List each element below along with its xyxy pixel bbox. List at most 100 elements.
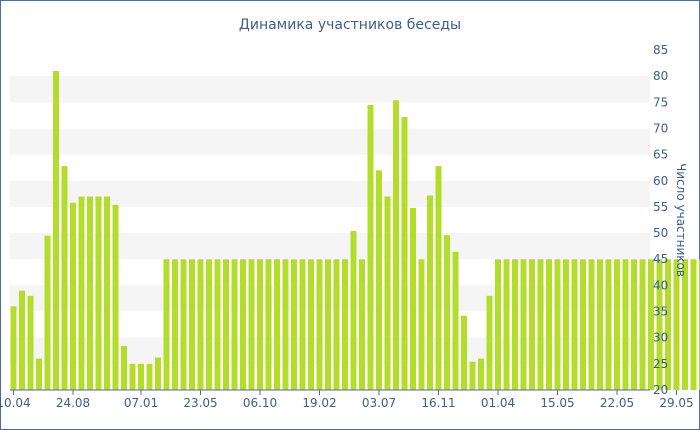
bar [197,259,204,390]
bar [206,259,212,390]
bar [78,196,85,390]
bar [554,259,561,390]
bars [10,70,700,391]
bar [214,259,221,390]
y-tick-label: 80 [653,69,668,83]
x-tick-label: 16.11 [421,396,455,410]
bar [435,166,442,390]
bar [223,259,229,390]
bar [529,259,535,390]
bar [588,259,595,390]
bar [291,259,297,390]
bar [95,196,102,390]
bar [129,363,136,390]
bar [393,100,399,390]
bar [70,202,76,390]
bar [308,259,314,390]
y-axis-label: Число участников [674,163,688,277]
bar [180,259,187,390]
bar [639,259,646,390]
bar [401,116,408,390]
bar [537,259,544,390]
bar [342,259,348,390]
y-axis-ticks: 20 25 30 35 40 45 50 55 60 65 70 75 80 85 [653,43,668,397]
y-tick-label: 40 [653,278,668,292]
x-tick-label: 29.05 [659,396,693,410]
y-tick-label: 60 [653,174,668,188]
y-tick-label: 55 [653,200,668,214]
bar [682,259,688,390]
bar [265,259,272,390]
x-tick-label: 07.01 [124,396,158,410]
bar [325,259,331,390]
chart-title: Динамика участников беседы [239,17,461,33]
bar [427,195,433,390]
bar [36,358,42,390]
bar [690,259,697,390]
x-tick-label: 10.04 [0,396,31,410]
bar [231,259,238,390]
bar [495,259,501,390]
bar [44,235,51,390]
y-tick-label: 20 [653,383,668,397]
bar [61,166,68,390]
bar [299,259,306,390]
bar [257,259,263,390]
bar [648,259,654,390]
x-tick-label: 15.05 [540,396,574,410]
bar [461,315,467,390]
bar [503,259,510,390]
y-tick-label: 75 [653,95,668,109]
bar [146,363,153,390]
bar [282,259,289,390]
grid-band [10,180,650,207]
bar [19,290,25,390]
bar [10,306,17,390]
grid-band [10,128,650,155]
bar [418,259,425,390]
x-tick-label: 01.04 [481,396,515,410]
bar [384,196,391,390]
bar [452,251,459,390]
bar [87,196,93,390]
y-tick-label: 85 [653,43,668,57]
y-tick-label: 35 [653,305,668,319]
bar [478,358,484,390]
bar [563,259,569,390]
bar [597,259,603,390]
bar [189,259,195,390]
bar [580,259,586,390]
bar [656,259,663,390]
bar [367,104,374,391]
x-tick-label: 03.07 [362,396,396,410]
bar [665,259,671,390]
bar [444,235,450,390]
bar [469,361,476,390]
y-tick-label: 70 [653,121,668,135]
bar [622,259,629,390]
bar [27,295,34,390]
bar [121,346,127,390]
bar [359,259,365,390]
bar [350,230,357,390]
y-tick-label: 25 [653,357,668,371]
y-tick-label: 65 [653,148,668,162]
y-tick-label: 50 [653,226,668,240]
y-tick-label: 30 [653,331,668,345]
bar [571,259,578,390]
bar [673,259,680,390]
bar [248,259,255,390]
x-tick-label: 06.10 [243,396,277,410]
bar [512,259,518,390]
bar [614,259,620,390]
bar [605,259,612,390]
x-axis-ticks: 10.04 24.08 07.01 23.05 06.10 19.02 03.07 16.11… [0,390,694,410]
bar [520,259,527,390]
x-tick-label: 24.08 [56,396,90,410]
x-tick-label: 19.02 [302,396,336,410]
x-tick-label: 22.05 [600,396,634,410]
bar [163,259,170,390]
bar [546,259,552,390]
bar [155,357,161,390]
